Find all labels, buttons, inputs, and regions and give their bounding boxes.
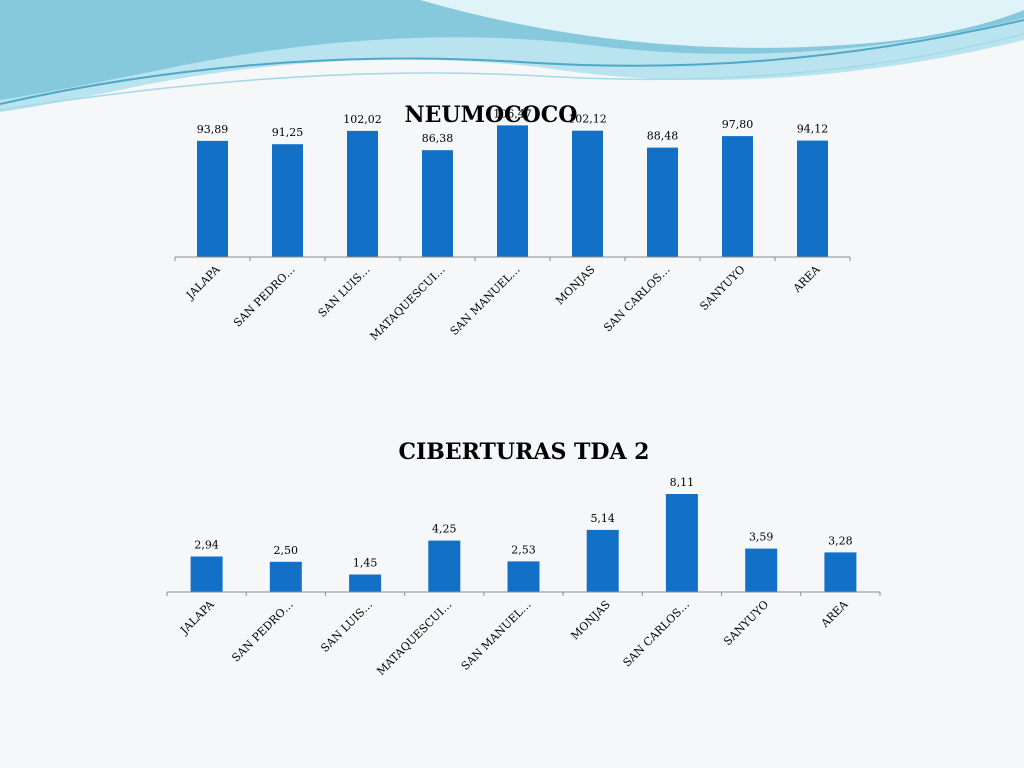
category-label-8: AREA [790, 262, 823, 295]
value-label-7: 97,80 [722, 118, 754, 131]
value-label-6: 8,11 [670, 476, 695, 489]
value-label-4: 106,47 [493, 107, 532, 120]
value-label-8: 94,12 [797, 123, 829, 136]
bar-6 [647, 147, 678, 257]
bar-4 [497, 125, 528, 258]
category-label-5: MONJAS [553, 263, 597, 307]
bar-8 [797, 140, 828, 257]
category-label-0: JALAPA [183, 262, 223, 302]
bar-8 [824, 552, 857, 592]
value-labels-group: 2,94 2,50 1,45 4,25 2,53 5,14 8,11 3,59 3,28 [194, 476, 852, 570]
category-label-6: SAN CARLOS… [621, 598, 692, 669]
bar-1 [272, 144, 303, 257]
header-wave-decoration [0, 0, 1024, 112]
value-labels-group: 93,89 91,25 102,02 86,38 106,47 102,12 88,48 97… [197, 107, 829, 145]
category-label-4: SAN MANUEL… [448, 263, 523, 338]
value-label-5: 102,12 [568, 113, 607, 126]
bar-3 [422, 150, 453, 257]
value-label-6: 88,48 [647, 130, 679, 143]
category-label-8: AREA [818, 597, 851, 630]
chart-title: CIBERTURAS TDA 2 [398, 439, 649, 465]
bar-6 [665, 494, 698, 592]
bar-5 [572, 130, 603, 257]
value-label-3: 86,38 [422, 132, 454, 145]
value-label-0: 2,94 [194, 539, 219, 552]
category-label-2: SAN LUIS… [318, 598, 375, 655]
category-label-1: SAN PEDRO… [229, 598, 296, 665]
x-axis [174, 256, 851, 261]
value-label-7: 3,59 [749, 531, 774, 544]
wave-highlight [420, 0, 1024, 48]
category-label-3: MATAQUESCUI… [368, 263, 448, 343]
bar-1 [269, 561, 302, 592]
category-label-6: SAN CARLOS… [601, 263, 672, 334]
value-label-2: 1,45 [353, 557, 378, 570]
x-axis [166, 591, 881, 596]
value-label-4: 2,53 [511, 543, 536, 556]
bars-group [197, 125, 828, 258]
value-label-1: 91,25 [272, 126, 304, 139]
bar-0 [190, 556, 223, 592]
bar-2 [347, 130, 378, 257]
category-label-4: SAN MANUEL… [459, 598, 534, 673]
wave-line [0, 19, 1024, 105]
neumococo-chart: NEUMOCOCO 93,89 91,25 102,02 86,38 106,47 102… [174, 102, 851, 343]
category-label-7: SANYUYO [697, 263, 747, 313]
category-label-5: MONJAS [568, 598, 612, 642]
wave-line-2 [0, 33, 1024, 111]
chart-title: NEUMOCOCO [405, 102, 578, 128]
bar-4 [507, 561, 540, 592]
value-label-1: 2,50 [274, 544, 299, 557]
bar-0 [197, 140, 228, 257]
value-label-0: 93,89 [197, 123, 229, 136]
bar-3 [428, 540, 461, 592]
category-label-1: SAN PEDRO… [231, 263, 298, 330]
value-label-8: 3,28 [828, 534, 853, 547]
category-label-3: MATAQUESCUI… [374, 598, 454, 678]
category-label-2: SAN LUIS… [316, 263, 373, 320]
bar-2 [349, 574, 382, 592]
value-label-3: 4,25 [432, 523, 457, 536]
ciberturas-tda2-chart: CIBERTURAS TDA 2 2,94 2,50 1,45 4,25 2,53 5,1… [166, 439, 881, 678]
category-label-0: JALAPA [177, 597, 217, 637]
bar-5 [586, 529, 619, 592]
category-label-7: SANYUYO [721, 598, 771, 648]
value-label-5: 5,14 [590, 512, 615, 525]
bar-7 [745, 548, 778, 592]
bars-group [190, 494, 857, 592]
bar-7 [722, 136, 753, 257]
value-label-2: 102,02 [343, 113, 382, 126]
